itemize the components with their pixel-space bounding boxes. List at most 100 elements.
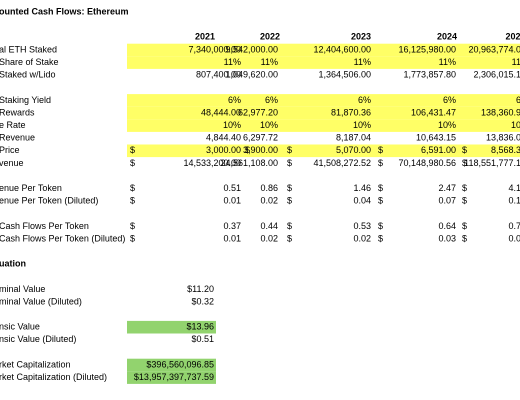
cell-value: 11%	[224, 57, 241, 67]
row-highlight	[127, 119, 520, 132]
row-label: Cash Flows Per Token	[0, 221, 89, 231]
row-highlight	[127, 94, 520, 107]
currency-sign: $	[462, 158, 467, 168]
row-label: Staking Yield	[0, 95, 51, 105]
row-label: Revenue	[0, 133, 35, 143]
currency-sign: $	[378, 183, 383, 193]
cell-value: 0.37	[223, 221, 241, 231]
cell-value: 6%	[443, 95, 456, 105]
cell-value: 1.46	[353, 183, 371, 193]
row-label: Staked w/Lido	[0, 70, 56, 80]
year-header: 2024	[437, 31, 457, 41]
cell-value: 0.01	[223, 233, 241, 243]
currency-sign: $	[130, 196, 135, 206]
cell-value: 70,148,980.56	[398, 158, 456, 168]
cell-value: 8,187.04	[336, 133, 371, 143]
year-header: 2023	[351, 31, 371, 41]
cell-value: 2.47	[438, 183, 456, 193]
cell-value: 807,400.00	[196, 70, 241, 80]
currency-sign: $	[130, 233, 135, 243]
cell-value: 10%	[260, 120, 278, 130]
cell-value: 7,340,000.00	[188, 44, 241, 54]
cell-value: $396,560,096.85	[146, 359, 214, 369]
year-header: 202	[505, 31, 520, 41]
cell-value: 10	[511, 120, 520, 130]
cell-value: 41,508,272.52	[313, 158, 371, 168]
row-label: Price	[0, 145, 20, 155]
currency-sign: $	[462, 183, 467, 193]
cell-value: 138,360.9	[481, 107, 520, 117]
cell-value: 3,000.00	[206, 145, 241, 155]
cell-value: 11%	[261, 57, 278, 67]
year-header: 2022	[260, 31, 280, 41]
cell-value: 48,444.00	[201, 107, 241, 117]
cell-value: 62,977.20	[238, 107, 278, 117]
cell-value: 6%	[228, 95, 241, 105]
currency-sign: $	[130, 158, 135, 168]
row-label: Cash Flows Per Token (Diluted)	[0, 233, 125, 243]
cell-value: 13,836.0	[486, 133, 520, 143]
sheet-title: ounted Cash Flows: Ethereum	[0, 6, 129, 16]
cell-value: 12,404,600.00	[313, 44, 371, 54]
cell-value: 16,125,980.00	[398, 44, 456, 54]
section-heading: uation	[0, 259, 26, 269]
cell-value: 0.04	[353, 196, 371, 206]
currency-sign: $	[287, 233, 292, 243]
cell-value: 1,364,506.00	[318, 70, 371, 80]
cell-value: 9,542,000.00	[225, 44, 278, 54]
cell-value: 6	[516, 95, 520, 105]
currency-sign: $	[130, 221, 135, 231]
currency-sign: $	[378, 145, 383, 155]
cell-value: 0.44	[260, 221, 278, 231]
currency-sign: $	[287, 196, 292, 206]
row-highlight	[127, 144, 520, 158]
row-label: Share of Stake	[0, 57, 59, 67]
cell-value: 4,844.40	[206, 133, 241, 143]
cell-value: 0.02	[260, 233, 278, 243]
currency-sign: $	[245, 145, 250, 155]
cell-value: 0.7	[508, 221, 520, 231]
row-label: minal Value	[0, 284, 45, 294]
cell-value: $0.51	[191, 334, 214, 344]
cell-value: 14,533,200.00	[183, 158, 241, 168]
row-label: Rewards	[0, 107, 35, 117]
row-label: nsic Value	[0, 322, 40, 332]
currency-sign: $	[287, 221, 292, 231]
row-label: nsic Value (Diluted)	[0, 334, 76, 344]
cell-value: 6%	[358, 95, 371, 105]
cell-value: 0.01	[223, 196, 241, 206]
cell-value: 11%	[354, 57, 371, 67]
currency-sign: $	[462, 221, 467, 231]
cell-value: 0.53	[353, 221, 371, 231]
cell-highlight	[127, 371, 216, 384]
cell-value: $13.96	[186, 322, 214, 332]
cell-value: $11.20	[187, 284, 214, 294]
cell-value: 4.1	[508, 183, 520, 193]
cell-value: $0.32	[191, 296, 214, 306]
cell-value: 6%	[265, 95, 278, 105]
row-label: rket Capitalization (Diluted)	[0, 372, 107, 382]
cell-value: 0.0	[508, 233, 520, 243]
cell-value: 6,297.72	[243, 133, 278, 143]
row-label: al ETH Staked	[0, 44, 57, 54]
cell-value: 0.51	[223, 183, 241, 193]
row-label: minal Value (Diluted)	[0, 296, 82, 306]
currency-sign: $	[462, 196, 467, 206]
cell-value: 118,551,777.1	[464, 158, 520, 168]
currency-sign: $	[462, 145, 467, 155]
row-label: enue Per Token	[0, 183, 62, 193]
currency-sign: $	[378, 196, 383, 206]
cell-value: 0.86	[260, 183, 278, 193]
cell-value: 10%	[223, 120, 241, 130]
cell-value: 24,561,108.00	[220, 158, 278, 168]
row-highlight	[127, 43, 520, 57]
cell-value: 11	[512, 57, 520, 67]
row-label: rket Capitalization	[0, 359, 71, 369]
cell-value: 0.07	[438, 196, 456, 206]
cell-value: 11%	[439, 57, 456, 67]
cell-value: 81,870.36	[331, 107, 371, 117]
cell-highlight	[127, 358, 216, 372]
currency-sign: $	[378, 233, 383, 243]
currency-sign: $	[378, 158, 383, 168]
